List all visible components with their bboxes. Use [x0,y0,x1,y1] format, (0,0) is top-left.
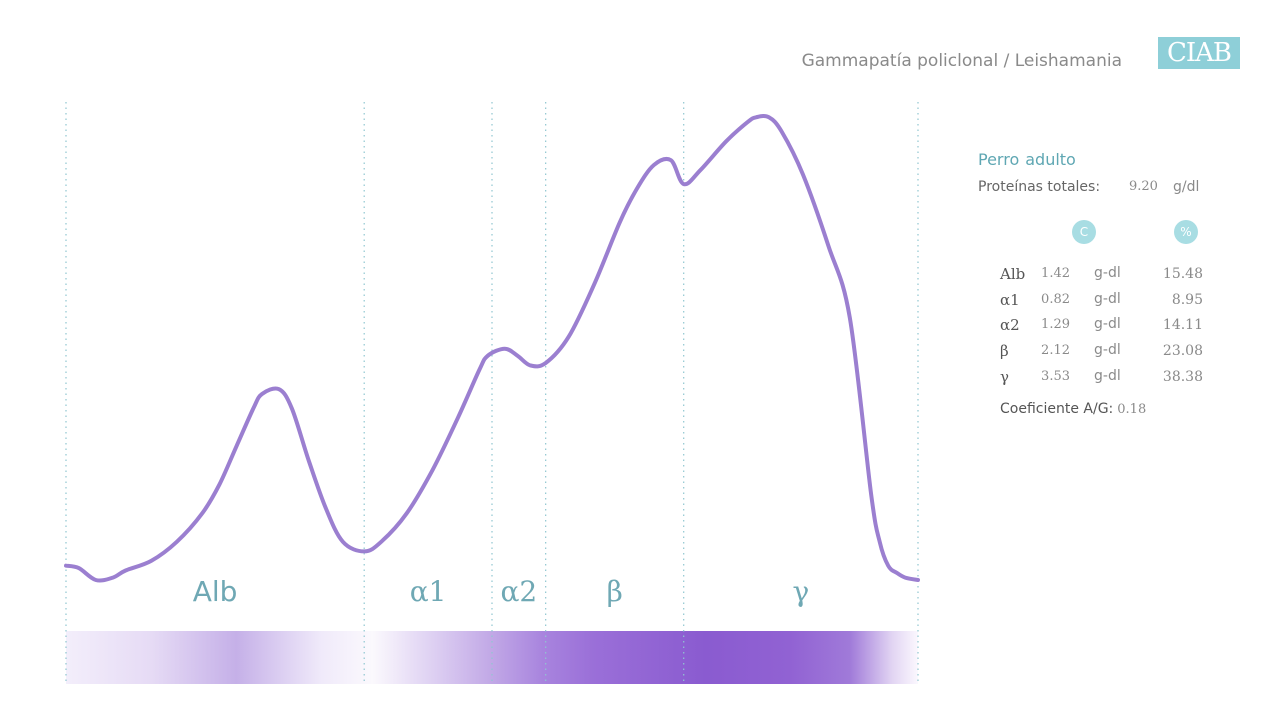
fraction-row: Alb 1.42 g-dl 15.48 [1000,265,1210,287]
fraction-name: α1 [1000,291,1020,309]
fraction-percent: 23.08 [1162,343,1203,359]
fraction-unit: g-dl [1094,316,1121,332]
fraction-percent: 15.48 [1162,266,1203,282]
fraction-name: Alb [1000,265,1026,283]
page-title: Gammapatía policlonal / Leishamania [801,51,1122,71]
fraction-name: α2 [1000,316,1020,334]
fraction-concentration: 2.12 [1041,343,1070,358]
species-line: Perro adulto [978,150,1076,169]
ag-ratio-value: 0.18 [1117,402,1147,417]
electrophoresis-chart: Alb α1 α2 β γ [64,102,920,684]
ciab-logo: CIAB [1158,37,1240,69]
fraction-name: β [1000,342,1009,360]
band-label: α1 [410,575,447,608]
band-label: β [607,575,623,608]
species-label: Perro [978,150,1020,169]
fraction-row: α1 0.82 g-dl 8.95 [1000,291,1210,313]
band-label: Alb [193,575,238,608]
band-label: α2 [500,575,537,608]
total-protein-label: Proteínas totales: [978,179,1101,195]
fraction-unit: g-dl [1094,342,1121,358]
total-protein-value: 9.20 [1129,179,1158,194]
band-label: γ [792,575,809,608]
fraction-percent: 14.11 [1162,317,1203,333]
fraction-row: α2 1.29 g-dl 14.11 [1000,316,1210,338]
ag-ratio-line: Coeficiente A/G: 0.18 [1000,401,1146,417]
fraction-concentration: 1.29 [1041,317,1070,332]
fraction-concentration: 1.42 [1041,266,1070,281]
fraction-percent: 8.95 [1171,292,1203,308]
ag-ratio-label: Coeficiente A/G: [1000,401,1114,417]
fraction-row: β 2.12 g-dl 23.08 [1000,342,1210,364]
protein-curve [64,114,920,583]
fraction-unit: g-dl [1094,368,1121,384]
fraction-name: γ [1000,368,1009,386]
fraction-unit: g-dl [1094,265,1121,281]
fraction-concentration: 3.53 [1041,369,1070,384]
fraction-row: γ 3.53 g-dl 38.38 [1000,368,1210,390]
concentration-header-badge: C [1072,220,1096,244]
fraction-percent: 38.38 [1162,369,1203,385]
percent-header-badge: % [1174,220,1198,244]
age-label: adulto [1025,150,1076,169]
fraction-unit: g-dl [1094,291,1121,307]
total-protein-line: Proteínas totales: 9.20 g/dl [978,179,1199,195]
total-protein-unit: g/dl [1173,179,1200,195]
fraction-concentration: 0.82 [1041,292,1070,307]
